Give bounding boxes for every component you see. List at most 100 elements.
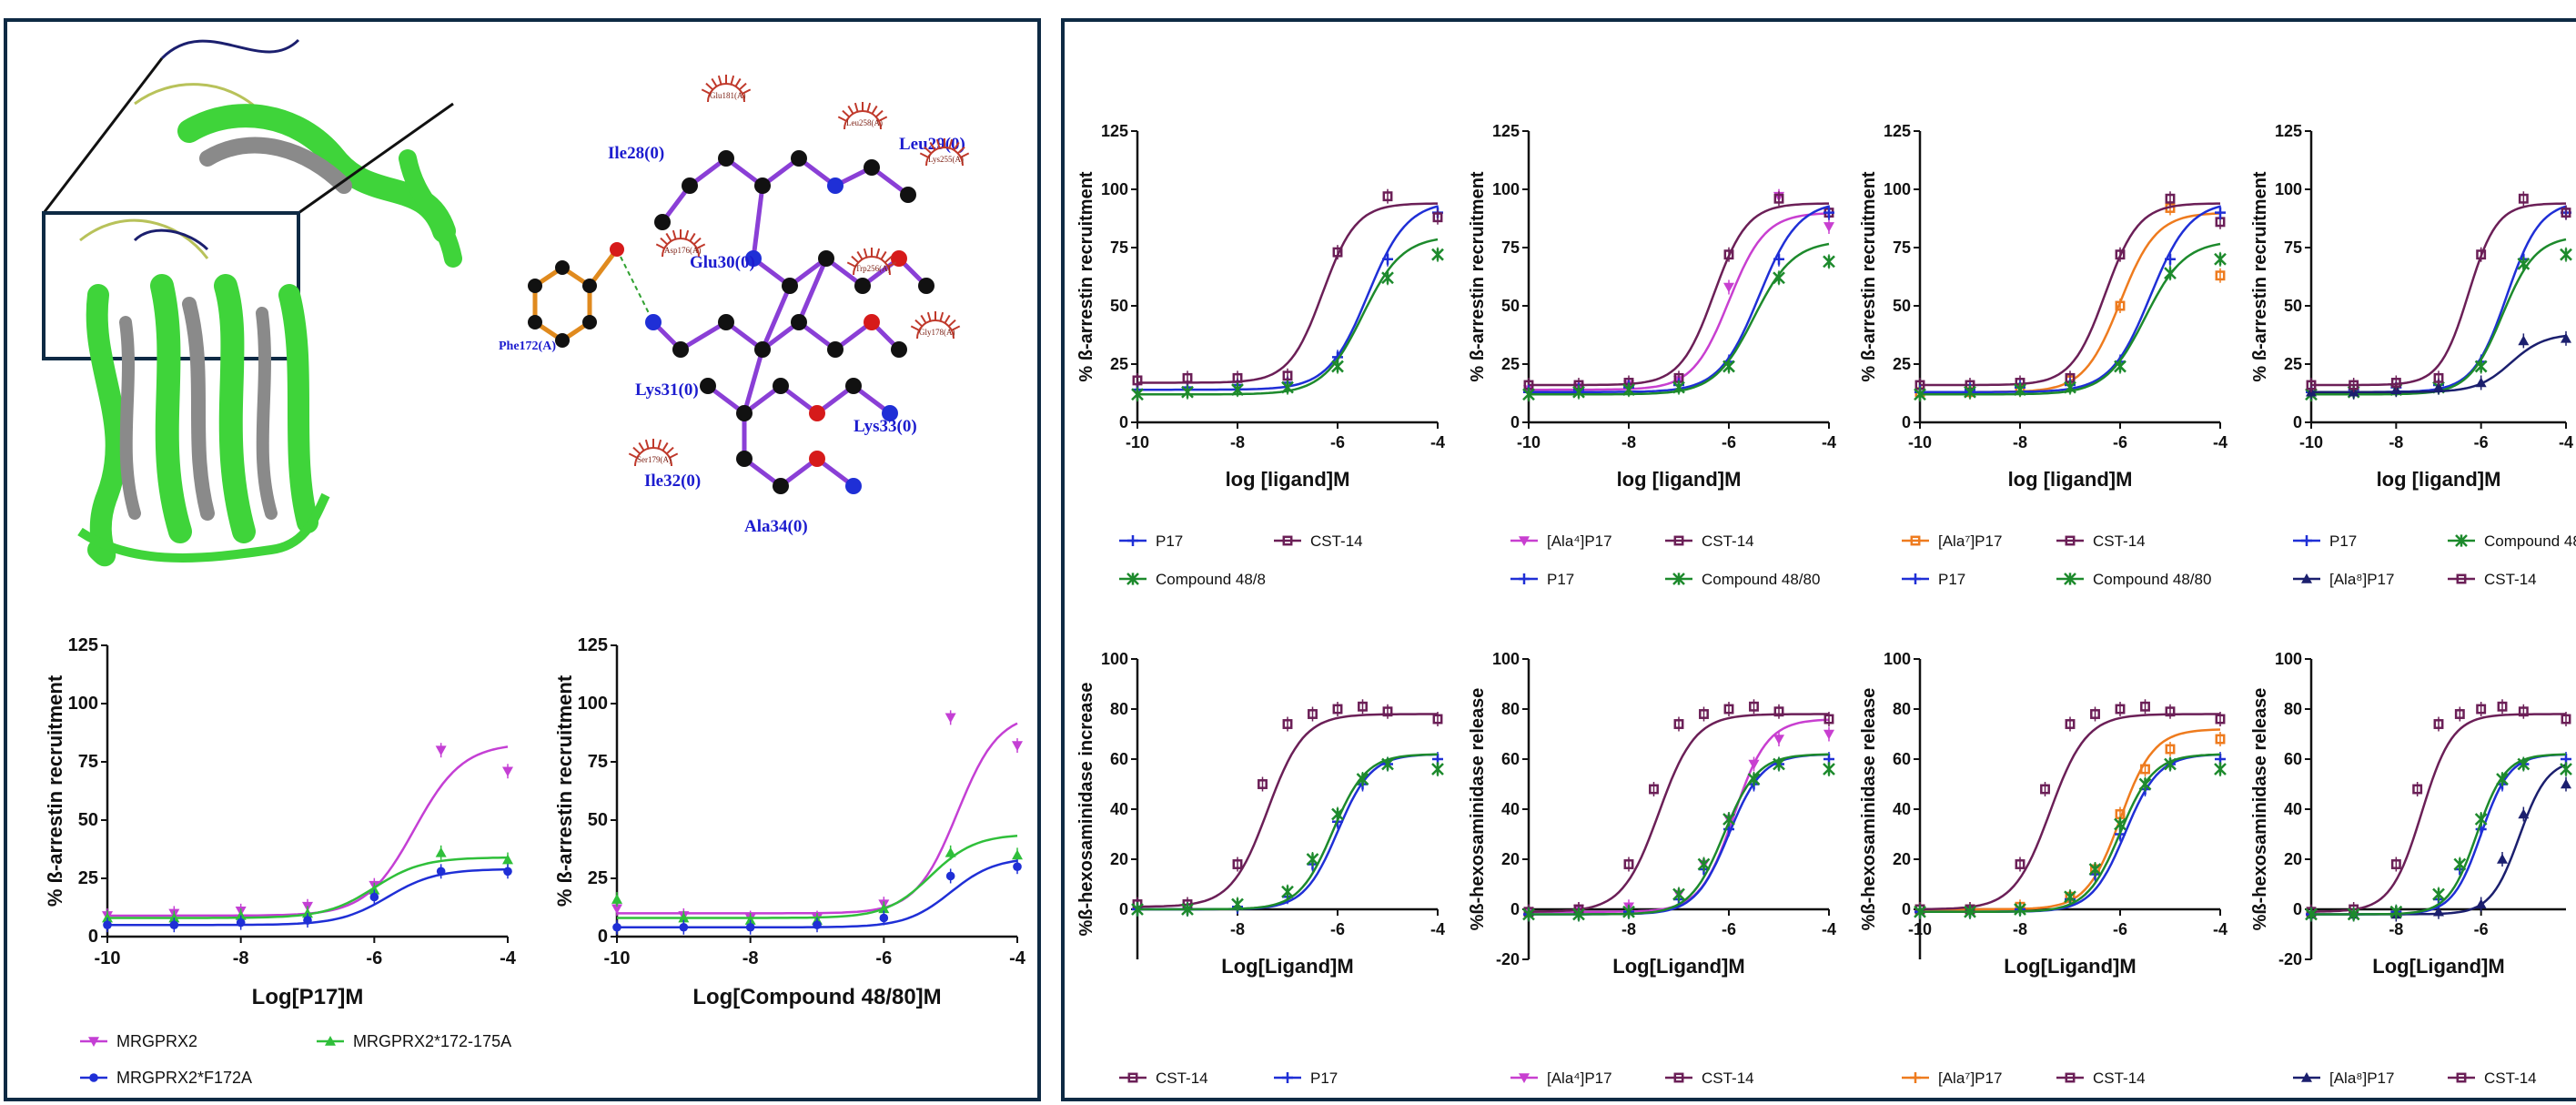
legend-item: P17 (1510, 571, 1574, 588)
data-point (1381, 271, 1394, 285)
legend-label: P17 (2329, 532, 2357, 550)
legend-label: Compound 48/80 (2093, 571, 2211, 588)
y-tick-label: 0 (1119, 900, 1128, 918)
series--ala7-p17 (1914, 728, 2226, 917)
y-tick-label: 100 (578, 694, 608, 714)
data-point (1773, 271, 1785, 285)
contact-spoke (957, 146, 965, 155)
y-tick-label: 100 (2275, 180, 2302, 198)
contact-spoke (644, 439, 650, 450)
residue-label: Ile32(0) (644, 471, 701, 491)
data-point (435, 745, 447, 756)
y-axis-title: %ß-hexosaminidase release (1468, 688, 1488, 931)
data-point (2115, 300, 2126, 311)
data-point (1231, 897, 1244, 911)
y-axis-title: % ß-arrestin recruitment (553, 674, 576, 907)
residue-label: Phe172(A) (499, 340, 556, 353)
atom (745, 250, 762, 267)
data-point (1823, 763, 1835, 776)
contact-spoke (666, 446, 674, 455)
legend-marker (1673, 535, 1684, 546)
data-point (1182, 372, 1193, 383)
legend-label: CST-14 (2093, 1070, 2146, 1087)
data-point (1432, 714, 1443, 725)
data-point (2497, 854, 2508, 864)
data-point (1432, 212, 1443, 223)
y-tick-label: 0 (88, 927, 98, 947)
y-tick-label: 25 (2284, 355, 2302, 373)
legend-label: MRGPRX2*172-175A (353, 1032, 511, 1050)
atom (645, 314, 662, 330)
data-point (2476, 249, 2487, 260)
fit-curve (107, 745, 509, 917)
contact-spoke (914, 319, 923, 328)
x-tick-label: -6 (2474, 920, 2489, 938)
contact-spoke (863, 248, 868, 259)
x-tick-label: -4 (1822, 920, 1836, 938)
data-point (1572, 385, 1585, 399)
bond (751, 185, 765, 259)
data-point (945, 713, 956, 724)
legend-marker (89, 1073, 98, 1082)
legend-marker (1910, 535, 1921, 546)
legend-item: CST-14 (2056, 532, 2146, 550)
legend-item: CST-14 (2448, 1070, 2537, 1087)
data-point (679, 922, 689, 932)
data-point (1697, 857, 1711, 871)
contact-label: Trp256(A) (855, 264, 891, 273)
data-point (813, 920, 822, 929)
hydrophobic-contact: Leu258(A) (837, 102, 888, 130)
data-point (2453, 857, 2467, 871)
y-tick-label: 125 (68, 635, 98, 655)
legend-marker (2455, 534, 2468, 547)
data-point (1332, 247, 1343, 258)
data-point (2064, 380, 2076, 394)
data-point (1572, 907, 1585, 921)
legend-label: [Ala⁷]P17 (1938, 532, 2002, 550)
contact-spoke (948, 138, 954, 149)
atom (773, 478, 789, 494)
contact-label: Leu258(A) (846, 118, 883, 127)
legend-label: CST-14 (2484, 571, 2537, 588)
data-point (1332, 704, 1343, 715)
residue-label: Ile28(0) (608, 144, 664, 163)
legend: [Ala⁴]P17 CST-14 P17 Compound 48/80 (1510, 532, 1820, 588)
right-figure-panel: 0 25 50 75 100 125 -10 -8 -6 -4 log [ligand]M % ß-a… (1061, 18, 2576, 1101)
data-point (1282, 370, 1293, 381)
series-compound-48-80 (2305, 753, 2572, 922)
series-cst-14 (1914, 191, 2226, 393)
y-axis-title: %ß-hexosaminidase release (2250, 688, 2270, 931)
legend-label: CST-14 (1156, 1070, 1208, 1087)
y-tick-label: 50 (78, 810, 98, 830)
x-tick-label: -6 (366, 948, 382, 968)
legend-label: [Ala⁸]P17 (2329, 1070, 2394, 1087)
atom (582, 315, 597, 329)
x-axis-title: Log[Ligand]M (1221, 955, 1353, 978)
data-point (502, 766, 513, 777)
contact-spoke (717, 75, 722, 86)
fit-curve (1920, 202, 2220, 387)
chart-mrgprx2-p17: 0 25 50 75 100 125 -10 -8 -6 -4 Log[P17]M % ß-arres… (44, 635, 517, 1009)
fit-curve (1920, 728, 2221, 911)
x-axis-title: log [ligand]M (2377, 468, 2501, 491)
contact-spoke (939, 311, 945, 322)
atom (555, 260, 570, 275)
data-point (2165, 706, 2176, 717)
legend-label: CST-14 (1702, 532, 1754, 550)
y-tick-label: 40 (1110, 800, 1128, 818)
data-point (2475, 377, 2487, 388)
fit-curve (1137, 202, 1438, 384)
data-point (612, 922, 621, 932)
x-tick-label: -8 (1230, 920, 1245, 938)
x-axis-title: log [ligand]M (1617, 468, 1742, 491)
x-tick-label: -8 (2389, 433, 2403, 451)
atom (582, 279, 597, 293)
legend: P17 CST-14 Compound 48/8 (1119, 532, 1363, 588)
contact-spoke (730, 75, 735, 86)
data-point (1013, 862, 1022, 871)
data-point (2389, 905, 2403, 918)
data-point (1232, 372, 1243, 383)
data-point (945, 846, 956, 857)
data-point (2474, 813, 2488, 826)
legend-marker (1910, 573, 1921, 584)
